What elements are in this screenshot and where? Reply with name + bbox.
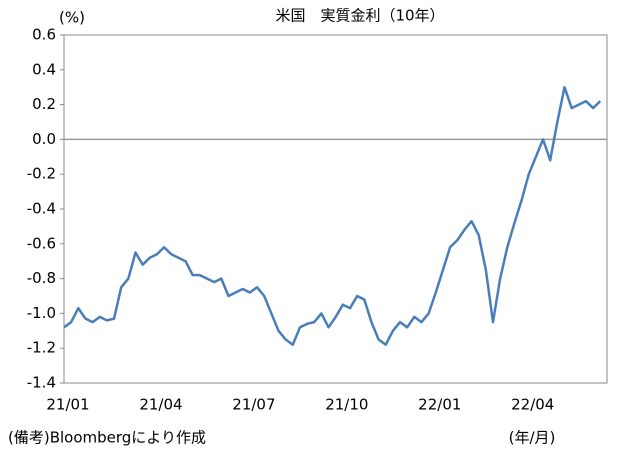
y-tick-label: 0.0 bbox=[32, 130, 56, 148]
x-tick-label: 22/01 bbox=[418, 396, 461, 414]
x-tick-label: 21/04 bbox=[139, 396, 182, 414]
y-tick-label: 0.4 bbox=[32, 60, 56, 78]
x-tick-label: 22/04 bbox=[511, 396, 554, 414]
note: (備考)Bloombergにより作成 bbox=[8, 429, 206, 447]
x-tick-label: 21/10 bbox=[325, 396, 368, 414]
y-tick-label: 0.2 bbox=[32, 95, 56, 113]
plot-frame bbox=[63, 34, 608, 384]
y-tick-label: -0.8 bbox=[27, 269, 56, 287]
y-tick-label: -0.6 bbox=[27, 234, 56, 252]
y-tick-label: -1.2 bbox=[27, 339, 56, 357]
x-unit: (年/月) bbox=[509, 429, 556, 447]
data-line bbox=[63, 85, 602, 346]
y-tick-label: -1.0 bbox=[27, 304, 56, 322]
y-tick-label: -1.4 bbox=[27, 374, 56, 392]
y-tick-label: -0.4 bbox=[27, 200, 56, 218]
x-tick-label: 21/07 bbox=[232, 396, 275, 414]
y-tick-label: -0.2 bbox=[27, 165, 56, 183]
chart-title: 米国 実質金利（10年） bbox=[275, 7, 444, 25]
x-tick-label: 21/01 bbox=[46, 396, 89, 414]
y-tick-label: 0.6 bbox=[32, 26, 56, 44]
y-unit: (%) bbox=[59, 9, 85, 27]
